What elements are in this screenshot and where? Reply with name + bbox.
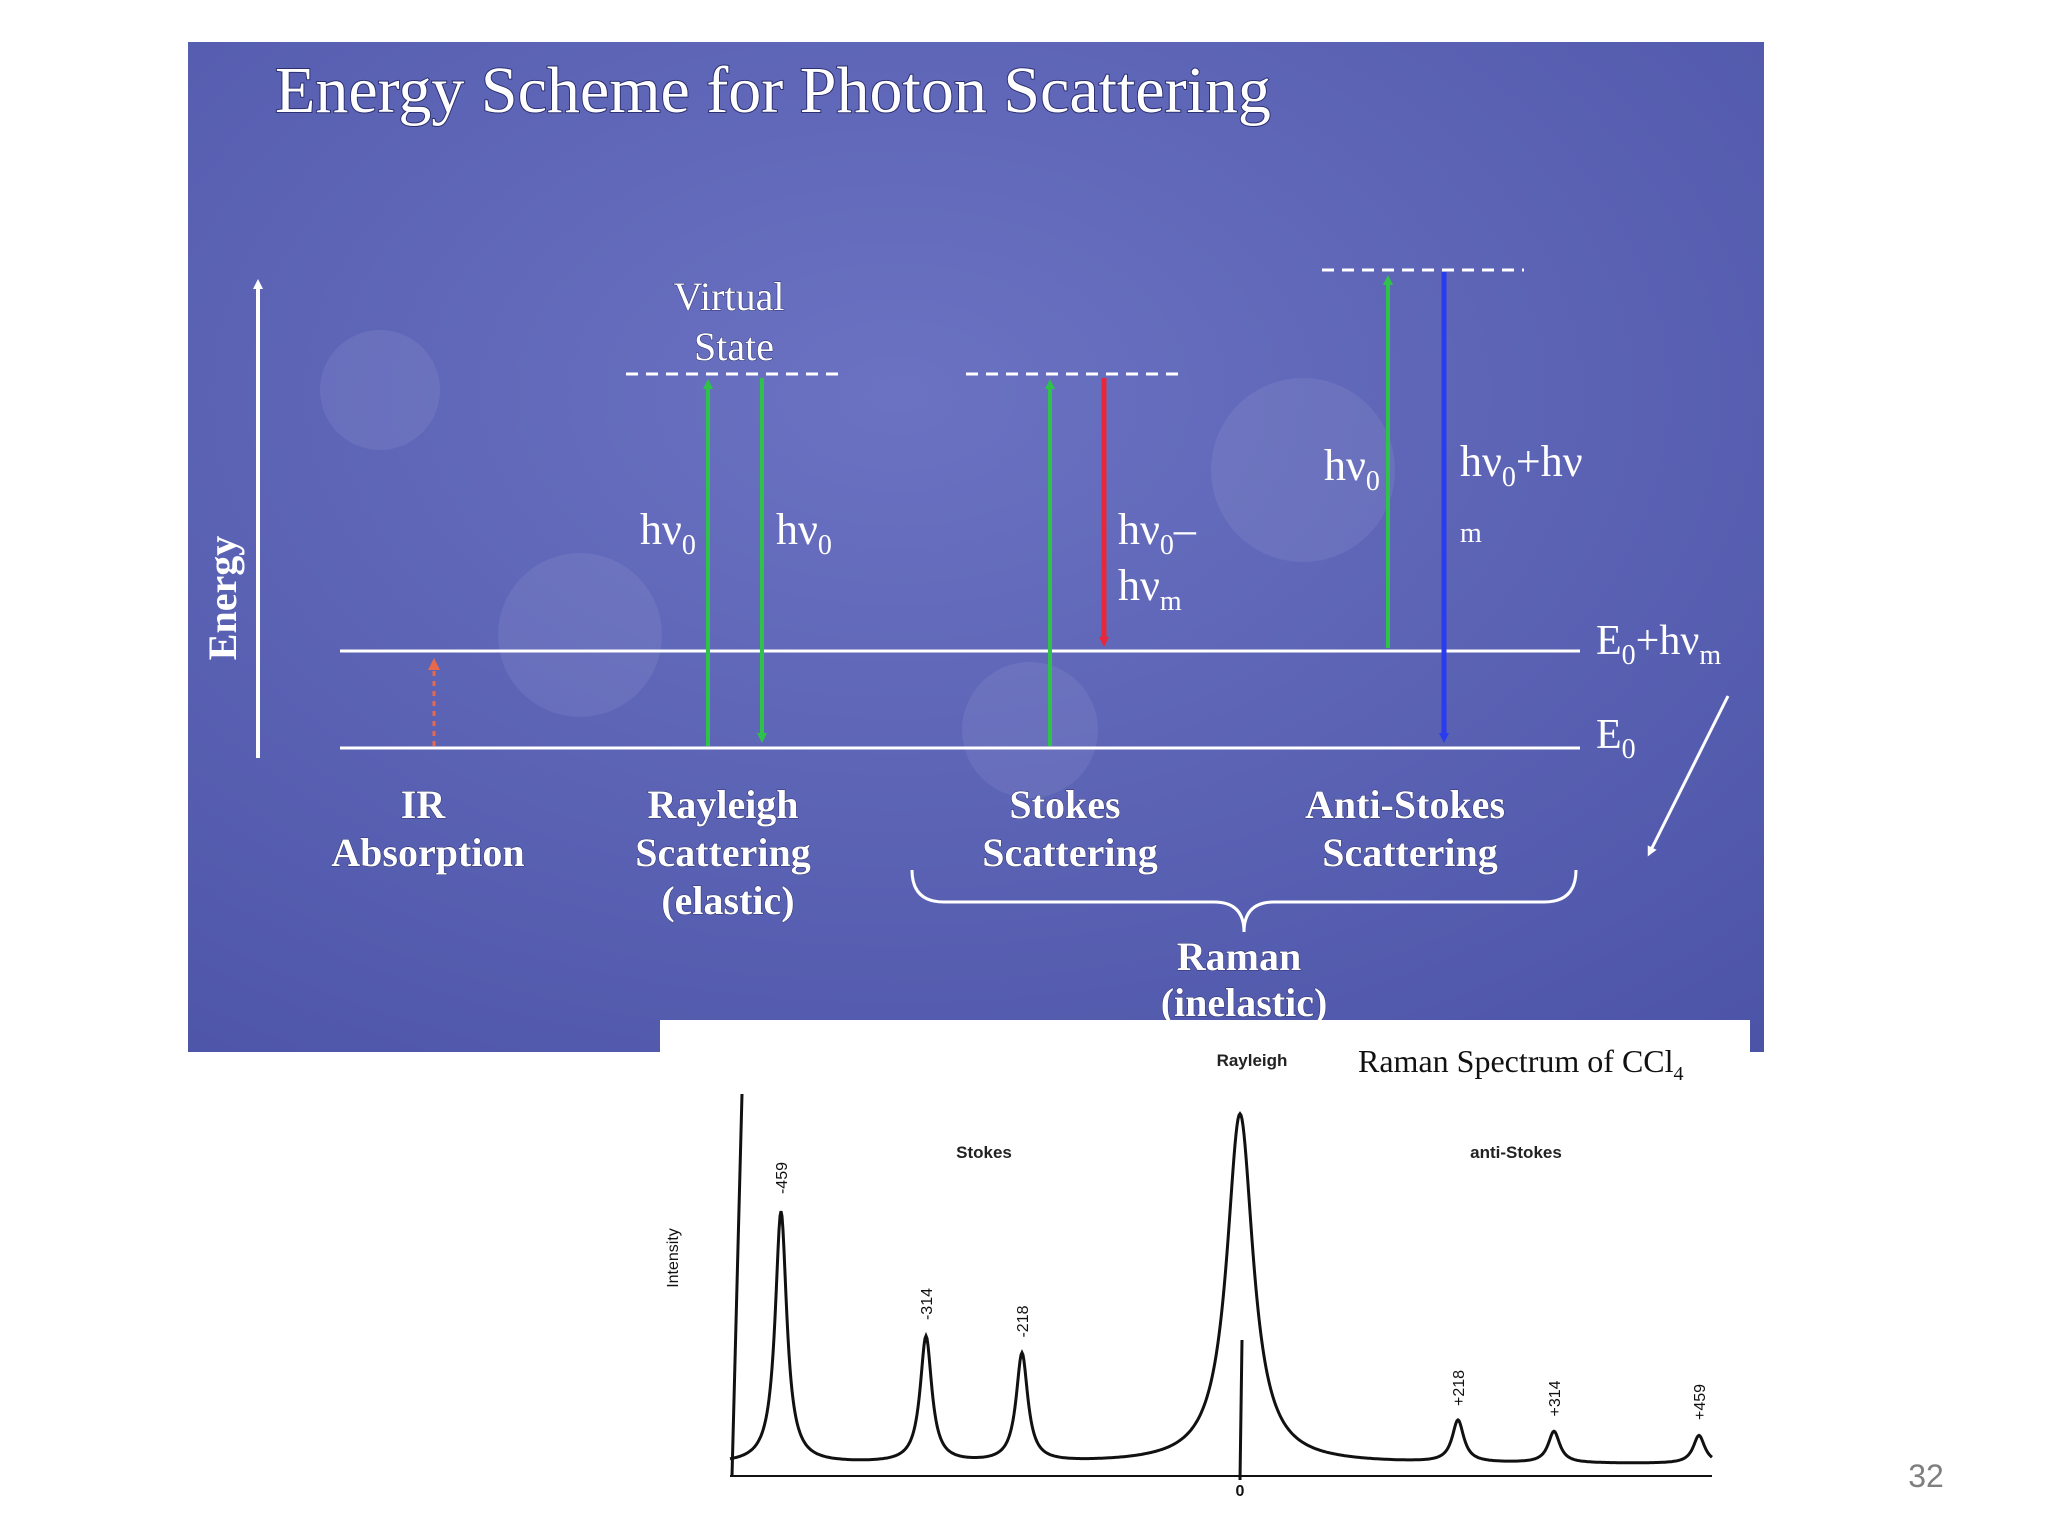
scheme-background — [188, 42, 1764, 1052]
raman-group-label: Raman (inelastic) — [1161, 934, 1328, 1025]
peak-labels: -459 -314 -218 +218 +314 +459 — [774, 1162, 1709, 1420]
antistokes-scattering-label: Anti-Stokes Scattering — [1305, 782, 1515, 875]
spectrum-ylabel: Intensity — [665, 1228, 682, 1288]
region-label-stokes: Stokes — [956, 1143, 1012, 1162]
stokes-down-label: hν0– hνm — [1118, 505, 1207, 617]
spectrum-y-axis — [730, 1093, 744, 1477]
bokeh-decoration — [320, 330, 1395, 798]
ir-absorption-label: IR Absorption — [331, 782, 524, 875]
zero-shift-label: 0 — [1236, 1483, 1245, 1500]
slide-number: 32 — [1908, 1458, 1944, 1494]
diagonal-arrow — [1647, 695, 1730, 857]
rayleigh-down-label: hν0 — [776, 505, 832, 561]
spectrum-trace — [729, 1111, 1713, 1465]
virtual-state-label: Virtual State — [674, 274, 795, 369]
raman-spectrum-panel: Raman Spectrum of CCl4 Intensity Stokes … — [660, 1020, 1750, 1525]
spectrum-background — [660, 1020, 1750, 1525]
antistokes-up-label: hν0 — [1324, 441, 1380, 497]
region-label-rayleigh: Rayleigh — [1217, 1051, 1288, 1070]
peak-label: +459 — [1692, 1384, 1709, 1420]
stokes-scattering-label: Stokes Scattering — [982, 782, 1158, 875]
excited-level-label: E0+hνm — [1596, 618, 1721, 671]
peak-label: -314 — [919, 1288, 936, 1320]
peak-label: -459 — [774, 1162, 791, 1194]
spectrum-title: Raman Spectrum of CCl4 — [1358, 1043, 1684, 1085]
antistokes-down-label: hν0+hν m — [1460, 437, 1594, 549]
region-label-antistokes: anti-Stokes — [1470, 1143, 1562, 1162]
raman-brace — [910, 869, 1578, 933]
rayleigh-up-label: hν0 — [640, 505, 696, 561]
energy-axis-label: Energy — [200, 536, 245, 660]
peak-label: -218 — [1015, 1305, 1032, 1337]
peak-label: +314 — [1547, 1380, 1564, 1416]
energy-scheme-panel: Energy Scheme for Photon Scattering Ener… — [188, 42, 1764, 1052]
slide-title: Energy Scheme for Photon Scattering — [275, 54, 1271, 127]
rayleigh-scattering-label: Rayleigh Scattering (elastic) — [635, 782, 821, 923]
ground-level-label: E0 — [1596, 712, 1636, 765]
peak-label: +218 — [1451, 1370, 1468, 1406]
zero-shift-tick — [1238, 1339, 1244, 1481]
